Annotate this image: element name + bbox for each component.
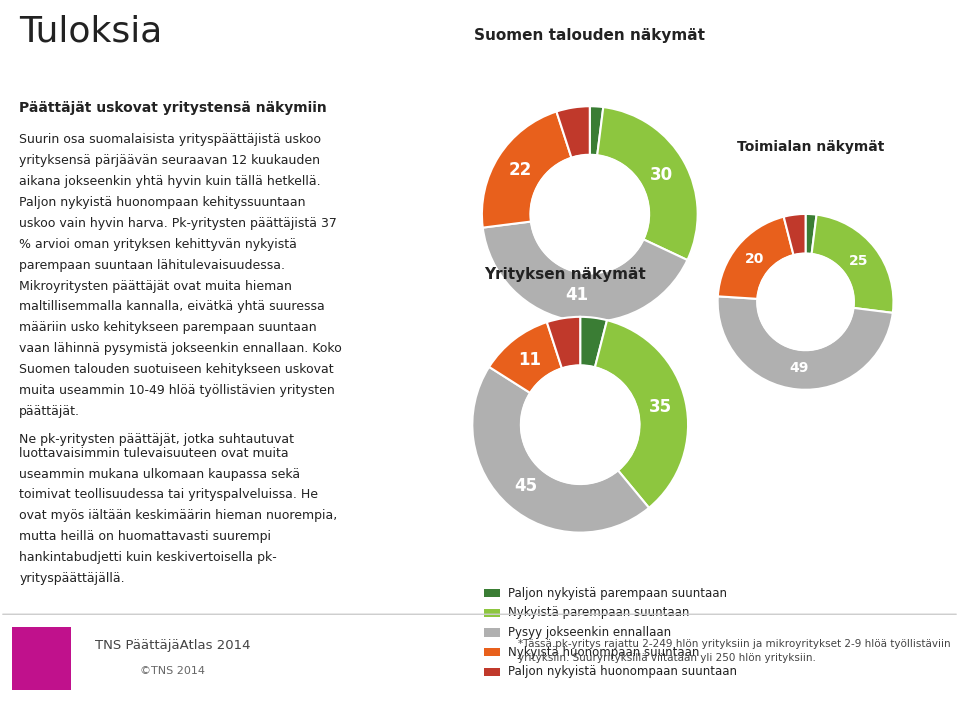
Text: päättäjät.: päättäjät. [19,405,81,418]
Text: Paljon nykyistä huonompaan kehityssuuntaan: Paljon nykyistä huonompaan kehityssuunta… [19,196,306,209]
Text: maltillisemmalla kannalla, eivätkä yhtä suuressa: maltillisemmalla kannalla, eivätkä yhtä … [19,300,325,314]
Text: vaan lähinnä pysymistä jokseenkin ennallaan. Koko: vaan lähinnä pysymistä jokseenkin ennall… [19,342,342,355]
Text: 20: 20 [744,252,763,266]
Text: yrityspäättäjällä.: yrityspäättäjällä. [19,572,125,585]
Wedge shape [473,367,649,533]
Text: aikana jokseenkin yhtä hyvin kuin tällä hetkellä.: aikana jokseenkin yhtä hyvin kuin tällä … [19,175,321,188]
Text: 11: 11 [519,351,542,369]
Wedge shape [784,214,806,255]
Text: Päättäjät uskovat yritystensä näkymiin: Päättäjät uskovat yritystensä näkymiin [19,100,327,114]
Wedge shape [595,320,688,508]
Text: % arvioi oman yrityksen kehittyvän nykyistä: % arvioi oman yrityksen kehittyvän nykyi… [19,238,297,251]
Wedge shape [556,106,590,158]
Text: Suurin osa suomalaisista yrityspäättäjistä uskoo: Suurin osa suomalaisista yrityspäättäjis… [19,133,321,147]
Text: Suomen talouden suotuiseen kehitykseen uskovat: Suomen talouden suotuiseen kehitykseen u… [19,363,334,376]
Wedge shape [547,317,580,369]
Text: mutta heillä on huomattavasti suurempi: mutta heillä on huomattavasti suurempi [19,530,271,543]
Wedge shape [718,217,793,299]
Circle shape [521,365,640,484]
Text: 35: 35 [648,398,671,416]
Text: Suomen talouden näkymät: Suomen talouden näkymät [475,28,705,43]
Text: toimivat teollisuudessa tai yrityspalveluissa. He: toimivat teollisuudessa tai yrityspalvel… [19,489,318,501]
Text: TNS PäättäjäAtlas 2014: TNS PäättäjäAtlas 2014 [95,640,250,652]
Text: Toimialan näkymät: Toimialan näkymät [737,140,884,154]
Text: Tuloksia: Tuloksia [19,14,162,48]
Text: uskoo vain hyvin harva. Pk-yritysten päättäjistä 37: uskoo vain hyvin harva. Pk-yritysten pää… [19,217,337,230]
Text: 25: 25 [849,254,868,268]
Wedge shape [590,106,603,155]
Circle shape [758,253,854,350]
Text: 41: 41 [566,286,589,304]
Wedge shape [580,317,607,367]
Wedge shape [806,214,816,254]
Text: ©TNS 2014: ©TNS 2014 [140,666,205,676]
Text: Pysyy jokseenkin ennallaan: Pysyy jokseenkin ennallaan [507,626,670,639]
Text: ovat myös iältään keskimäärin hieman nuorempia,: ovat myös iältään keskimäärin hieman nuo… [19,510,338,522]
Text: hankintabudjetti kuin keskivertoisella pk-: hankintabudjetti kuin keskivertoisella p… [19,551,277,564]
Circle shape [530,154,649,274]
Text: 45: 45 [514,477,538,495]
Text: useammin mukana ulkomaan kaupassa sekä: useammin mukana ulkomaan kaupassa sekä [19,468,300,481]
Text: parempaan suuntaan lähitulevaisuudessa.: parempaan suuntaan lähitulevaisuudessa. [19,258,285,272]
Text: TNS: TNS [26,651,57,665]
Wedge shape [482,112,572,227]
Text: Yrityksen näkymät: Yrityksen näkymät [484,267,646,282]
Text: luottavaisimmin tulevaisuuteen ovat muita: luottavaisimmin tulevaisuuteen ovat muit… [19,446,289,460]
Text: 22: 22 [509,161,532,179]
Text: Nykyistä parempaan suuntaan: Nykyistä parempaan suuntaan [507,607,690,619]
Wedge shape [597,107,697,260]
Wedge shape [717,296,893,390]
Text: 49: 49 [789,362,809,376]
Text: 30: 30 [650,166,673,184]
Text: Nykyistä huonompaan suuntaan: Nykyistä huonompaan suuntaan [507,646,699,658]
Wedge shape [489,322,562,393]
Text: Ne pk-yritysten päättäjät, jotka suhtautuvat: Ne pk-yritysten päättäjät, jotka suhtaut… [19,433,294,446]
Wedge shape [482,222,688,322]
Wedge shape [811,215,894,313]
Text: muita useammin 10-49 hlöä työllistävien yritysten: muita useammin 10-49 hlöä työllistävien … [19,384,335,397]
Text: Mikroyritysten päättäjät ovat muita hieman: Mikroyritysten päättäjät ovat muita hiem… [19,279,292,293]
Text: määriin usko kehitykseen parempaan suuntaan: määriin usko kehitykseen parempaan suunt… [19,322,316,334]
Text: *Tässä pk-yritys rajattu 2-249 hlön yrityksiin ja mikroyritykset 2-9 hlöä työlli: *Tässä pk-yritys rajattu 2-249 hlön yrit… [518,640,950,663]
Text: Paljon nykyistä huonompaan suuntaan: Paljon nykyistä huonompaan suuntaan [507,665,737,678]
Text: Paljon nykyistä parempaan suuntaan: Paljon nykyistä parempaan suuntaan [507,587,727,600]
Text: yrityksensä pärjäävän seuraavan 12 kuukauden: yrityksensä pärjäävän seuraavan 12 kuuka… [19,154,320,167]
